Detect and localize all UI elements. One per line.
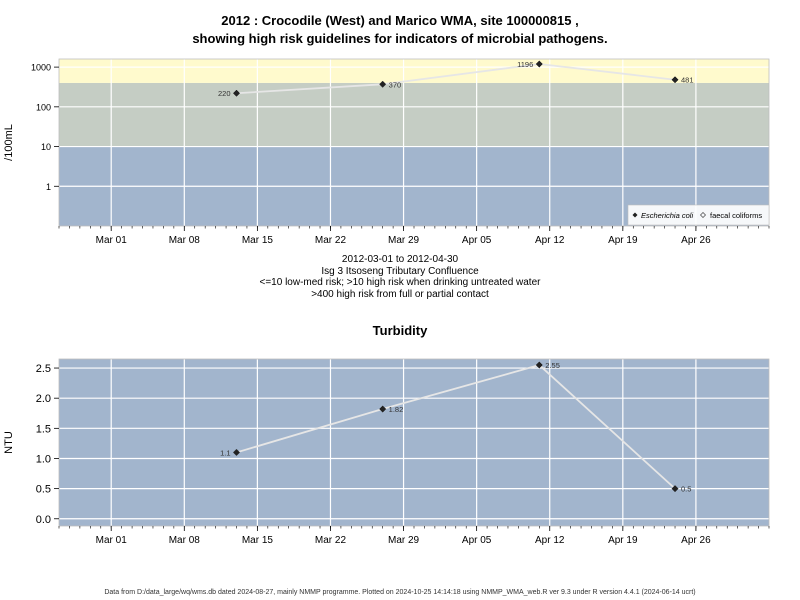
legend-ecoli-marker xyxy=(632,212,638,218)
data-label: 481 xyxy=(681,76,694,85)
risk-band-2 xyxy=(59,59,769,83)
data-label: 1196 xyxy=(517,60,533,69)
data-label: 1.82 xyxy=(389,405,404,414)
x-tick-label: Apr 19 xyxy=(608,535,638,546)
y-tick-label: 1.0 xyxy=(36,453,51,465)
x-tick-label: Mar 22 xyxy=(315,535,347,546)
data-point xyxy=(535,60,543,68)
site-name-note: Isg 3 Itsoseng Tributary Confluence xyxy=(321,265,479,277)
legend-box xyxy=(627,204,770,226)
risk-band-1 xyxy=(59,82,769,147)
x-tick-label: Apr 26 xyxy=(681,535,711,546)
data-label: 1.1 xyxy=(220,448,230,457)
y-axis-label: NTU xyxy=(3,431,15,454)
series-line xyxy=(236,63,676,95)
data-label: 370 xyxy=(389,80,402,89)
data-label: 2.55 xyxy=(545,361,560,370)
turbidity-chart-title: Turbidity xyxy=(372,323,428,338)
legend-faecal-label: faecal coliforms xyxy=(710,211,762,220)
y-tick-label: 2.5 xyxy=(36,363,51,375)
data-point xyxy=(535,361,543,369)
date-range-note: 2012-03-01 to 2012-04-30 xyxy=(341,254,459,265)
x-tick-label: Mar 15 xyxy=(242,235,274,246)
data-point xyxy=(232,448,241,457)
data-label: 0.5 xyxy=(681,485,691,494)
y-tick-label: 10 xyxy=(41,142,51,152)
y-axis-label: /100mL xyxy=(3,124,15,161)
plot-background xyxy=(59,359,769,526)
x-tick-label: Mar 01 xyxy=(96,235,128,246)
contact-risk-note: >400 high risk from full or partial cont… xyxy=(311,288,489,300)
y-tick-label: 1.5 xyxy=(36,423,51,435)
chart-title-line2: showing high risk guidelines for indicat… xyxy=(192,31,608,46)
x-tick-label: Mar 08 xyxy=(169,235,201,246)
x-tick-label: Apr 12 xyxy=(535,535,565,546)
x-tick-label: Apr 26 xyxy=(681,235,711,246)
risk-guideline-note: <=10 low-med risk; >10 high risk when dr… xyxy=(259,277,541,288)
legend-ecoli-label: Escherichia coli xyxy=(641,211,693,220)
series-line xyxy=(236,364,676,490)
y-tick-label: 0.0 xyxy=(36,514,51,526)
legend-faecal-marker xyxy=(700,212,706,218)
y-tick-label: 2.0 xyxy=(36,393,51,405)
data-point xyxy=(232,89,241,97)
x-tick-label: Mar 22 xyxy=(315,235,347,246)
y-tick-label: 1000 xyxy=(31,63,51,73)
y-tick-label: 1 xyxy=(46,182,51,192)
data-label: 220 xyxy=(218,89,231,98)
y-tick-label: 100 xyxy=(36,102,51,112)
x-tick-label: Apr 12 xyxy=(535,235,565,246)
chart-title-line1: 2012 : Crocodile (West) and Marico WMA, … xyxy=(221,13,579,28)
x-tick-label: Mar 01 xyxy=(96,535,128,546)
x-tick-label: Apr 05 xyxy=(462,535,492,546)
x-tick-label: Mar 29 xyxy=(388,235,420,246)
footer-note: Data from D:/data_large/wq/wms.db dated … xyxy=(104,589,696,596)
data-point xyxy=(671,485,679,493)
y-tick-label: 0.5 xyxy=(36,484,51,496)
x-tick-label: Apr 19 xyxy=(608,235,638,246)
data-point xyxy=(379,405,387,413)
x-tick-label: Apr 05 xyxy=(462,235,492,246)
data-point xyxy=(379,80,387,88)
x-tick-label: Mar 15 xyxy=(242,535,274,546)
data-point xyxy=(671,76,679,84)
x-tick-label: Mar 29 xyxy=(388,535,420,546)
x-tick-label: Mar 08 xyxy=(169,535,201,546)
